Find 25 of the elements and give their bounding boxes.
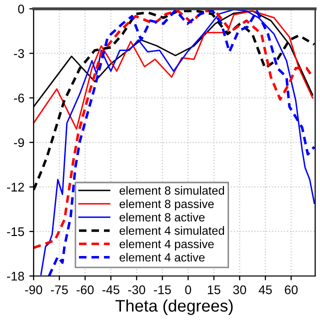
legend-label: element 8 active [120,212,205,222]
y-tick-label: 0 [18,4,24,14]
legend-label: element 4 simulated [120,226,224,235]
legend-label: element 4 active [120,252,205,262]
legend-label: element 8 passive [120,199,214,210]
y-tick-label: -6 [14,94,24,103]
y-tick-label: -12 [7,182,24,192]
legend-label: element 8 simulated [120,186,224,195]
x-tick-label: -75 [50,285,68,294]
x-tick-label: 60 [284,285,298,294]
y-tick-label: -3 [14,49,24,58]
y-tick-label: -9 [14,138,24,148]
y-tick-label: -15 [7,227,24,236]
x-axis-title: Theta (degrees) [115,299,233,315]
legend-label: element 4 passive [120,240,214,251]
x-tick-label: -30 [128,285,146,294]
x-tick-label: -45 [102,285,120,294]
x-tick-label: -60 [76,285,94,294]
x-tick-label: -15 [154,285,171,294]
x-tick-label: 30 [233,285,246,294]
x-tick-label: -90 [25,285,42,294]
x-tick-label: 0 [185,285,192,294]
y-tick-label: -18 [7,272,24,281]
x-tick-label: 45 [258,285,272,294]
x-tick-label: 15 [208,285,220,294]
